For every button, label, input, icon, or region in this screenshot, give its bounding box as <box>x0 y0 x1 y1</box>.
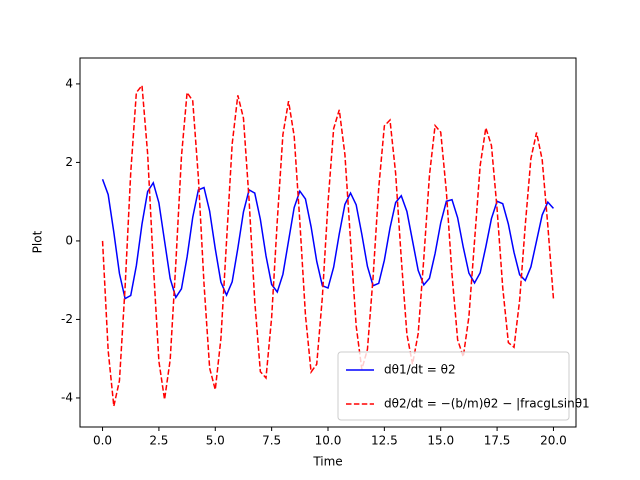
y-axis-label: Plot <box>31 230 45 253</box>
y-tick-label: -4 <box>61 390 73 404</box>
series-line <box>101 83 555 407</box>
x-tick-label: 12.5 <box>371 434 398 448</box>
y-tick-label: 2 <box>65 155 73 169</box>
y-tick-label: 4 <box>65 76 73 90</box>
x-tick-label: 17.5 <box>484 434 511 448</box>
x-tick-label: 7.5 <box>262 434 281 448</box>
x-axis-label: Time <box>312 455 342 469</box>
y-tick-label: -2 <box>61 312 73 326</box>
legend-label: dθ2/dt = −(b/m)θ2 − |fracgLsinθ1 <box>384 397 590 411</box>
y-tick-label: 0 <box>65 233 73 247</box>
legend-box <box>337 351 570 421</box>
x-tick-label: 20.0 <box>540 434 567 448</box>
plot-frame <box>79 57 577 428</box>
legend: dθ1/dt = θ2 dθ2/dt = −(b/m)θ2 − |fracgLsi… <box>337 351 590 421</box>
x-tick-label: 10.0 <box>315 434 342 448</box>
x-tick-label: 15.0 <box>427 434 454 448</box>
x-tick-label: 0.0 <box>93 434 112 448</box>
x-tick-label: 5.0 <box>206 434 225 448</box>
legend-label: dθ1/dt = θ2 <box>384 363 456 377</box>
x-tick-label: 2.5 <box>149 434 168 448</box>
series-line <box>101 179 555 300</box>
